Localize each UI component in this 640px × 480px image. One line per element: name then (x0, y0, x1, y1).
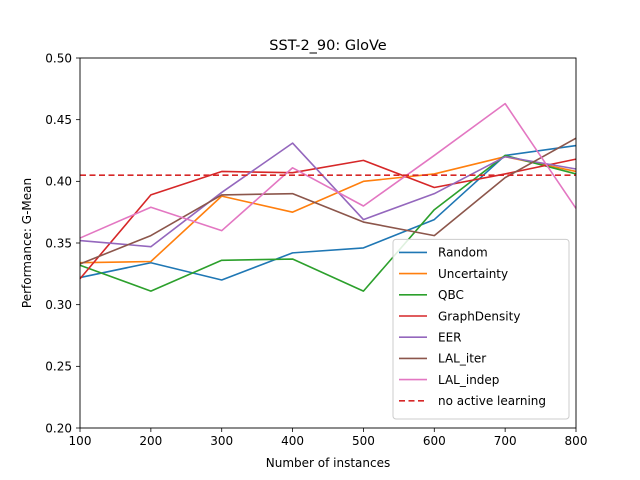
chart-title: SST-2_90: GloVe (269, 38, 387, 54)
x-tick-label: 800 (565, 434, 588, 448)
series-line-random (79, 144, 577, 281)
x-tick-label: 200 (139, 434, 162, 448)
series-line-eer (79, 142, 577, 248)
series-line-uncertainty (79, 155, 577, 264)
x-tick-label: 600 (423, 434, 446, 448)
legend-label: Random (438, 246, 488, 260)
legend: Random Uncertainty QBC GraphDensity EER LAL_i… (392, 238, 570, 420)
y-axis-label: Performance: G-Mean (20, 178, 34, 308)
series-line-lal-indep (79, 102, 577, 239)
series-layer (79, 102, 577, 292)
y-tick-label: 0.40 (45, 175, 72, 189)
y-tick-label: 0.20 (45, 421, 72, 435)
legend-label: EER (438, 331, 462, 345)
x-axis: 100 200 300 400 500 600 700 800 (69, 428, 588, 448)
legend-label: GraphDensity (438, 309, 520, 323)
x-tick-label: 500 (352, 434, 375, 448)
y-tick-label: 0.50 (45, 51, 72, 65)
x-tick-label: 100 (69, 434, 92, 448)
x-tick-label: 700 (494, 434, 517, 448)
legend-label: no active learning (438, 394, 546, 408)
y-tick-label: 0.30 (45, 298, 72, 312)
legend-box (392, 238, 570, 420)
legend-label: LAL_iter (438, 352, 486, 366)
series-line-qbc (79, 154, 577, 292)
legend-label: LAL_indep (438, 373, 499, 387)
y-tick-label: 0.45 (45, 113, 72, 127)
legend-label: QBC (438, 288, 464, 302)
x-tick-label: 400 (281, 434, 304, 448)
series-line-graphdensity (79, 158, 577, 280)
y-tick-label: 0.35 (45, 236, 72, 250)
x-tick-label: 300 (210, 434, 233, 448)
series-line-lal-iter (79, 137, 577, 265)
x-axis-label: Number of instances (266, 456, 391, 470)
y-tick-label: 0.25 (45, 360, 72, 374)
legend-label: Uncertainty (438, 267, 508, 281)
y-axis: 0.20 0.25 0.30 0.35 0.40 0.45 0.50 (45, 51, 80, 435)
